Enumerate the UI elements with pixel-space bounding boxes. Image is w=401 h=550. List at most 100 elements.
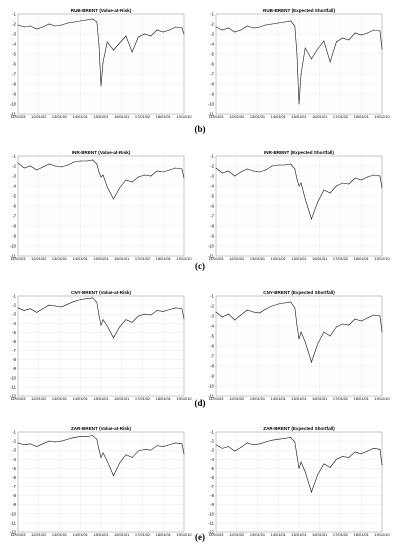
data-point [294, 307, 296, 309]
data-point [73, 161, 75, 163]
y-tick-label: -8 [210, 82, 214, 87]
panel-label: (c) [195, 261, 205, 271]
data-point [175, 307, 177, 309]
data-point [106, 41, 108, 43]
data-point [234, 450, 236, 452]
plot-frame [215, 155, 383, 257]
data-point [162, 311, 164, 312]
data-point [79, 436, 81, 437]
data-point [228, 313, 229, 315]
x-tick-label: 18/01/01 [156, 396, 171, 401]
data-point [284, 438, 285, 439]
x-tick-label: 11/01/03 [11, 256, 26, 261]
data-point [96, 302, 98, 303]
y-tick-label: -3 [210, 174, 214, 179]
x-tick-label: 11/01/03 [209, 532, 224, 537]
data-point [240, 314, 242, 316]
x-tick-label: 19/12/10 [176, 114, 192, 119]
data-point [138, 450, 139, 452]
y-tick-label: -11 [208, 520, 214, 525]
data-point [92, 297, 94, 299]
data-point [246, 25, 248, 27]
x-tick-label: 19/12/10 [374, 532, 390, 537]
y-tick-label: -6 [210, 204, 214, 209]
data-point [329, 467, 331, 468]
data-point [67, 438, 69, 440]
y-tick-label: -12 [10, 530, 17, 535]
data-point [42, 166, 44, 168]
data-point [240, 171, 242, 173]
data-point [79, 20, 81, 22]
data-point [323, 331, 325, 333]
data-point [265, 24, 267, 26]
y-tick-label: -10 [10, 511, 17, 516]
data-point [162, 171, 164, 173]
data-point [373, 314, 375, 316]
data-point [23, 167, 25, 169]
data-point [138, 176, 139, 178]
data-point [48, 304, 50, 306]
data-point [144, 174, 145, 176]
data-point [48, 163, 50, 165]
data-point [234, 31, 236, 33]
data-point [106, 325, 108, 327]
x-tick-label: 19/12/10 [374, 256, 390, 261]
data-point [360, 453, 362, 455]
y-tick-label: -7 [12, 348, 16, 353]
data-point [156, 170, 158, 172]
data-point [246, 442, 248, 444]
data-point [323, 463, 325, 465]
data-point [73, 301, 75, 302]
y-tick-label: -2 [12, 303, 16, 308]
data-point [17, 24, 19, 26]
data-point [221, 316, 223, 318]
x-tick-label: 12/01/02 [31, 532, 46, 537]
data-point [150, 175, 152, 177]
x-tick-label: 11/01/03 [11, 396, 26, 401]
x-tick-label: 12/01/02 [31, 114, 46, 119]
data-point [113, 49, 114, 51]
data-point [234, 319, 236, 321]
data-point [259, 443, 260, 445]
data-point [119, 187, 121, 189]
y-tick-label: -9 [210, 502, 214, 507]
y-tick-label: -3 [12, 312, 16, 317]
data-point [92, 18, 94, 20]
y-tick-label: -3 [210, 314, 214, 319]
data-point [181, 27, 183, 29]
x-tick-label: 17/01/02 [333, 396, 348, 401]
x-tick-label: 12/01/02 [31, 396, 46, 401]
x-tick-label: 15/01/01 [291, 256, 306, 261]
x-tick-label: 17/01/02 [135, 114, 150, 119]
y-tick-label: -2 [210, 439, 214, 444]
data-point [30, 443, 31, 445]
chart-panel: ZAR-BRENT (Expected Shortfall) -1 -2 -3 -4 -5… [208, 426, 390, 537]
data-point [169, 444, 170, 446]
data-point [86, 19, 87, 21]
y-tick-label: -2 [210, 22, 214, 27]
plot-frame [215, 431, 383, 533]
x-tick-label: 15/01/01 [93, 396, 108, 401]
chart-panel: CNY-BRENT (Expected Shortfall) -1 -2 -3 -4 -5… [208, 290, 390, 401]
data-point [300, 461, 302, 463]
y-tick-label: -1 [12, 430, 16, 435]
y-tick-label: -4 [210, 184, 214, 189]
x-tick-label: 13/01/01 [52, 114, 67, 119]
y-tick-label: -9 [210, 234, 214, 239]
x-tick-label: 14/01/01 [271, 114, 286, 119]
data-point [181, 443, 183, 445]
x-tick-label: 12/01/02 [229, 532, 244, 537]
data-point [150, 314, 152, 316]
data-point [379, 30, 381, 32]
y-tick-label: -3 [12, 174, 16, 179]
data-point [144, 448, 145, 450]
data-point [348, 183, 350, 185]
data-point [96, 163, 98, 165]
data-point [138, 36, 139, 38]
data-point [296, 178, 298, 180]
x-tick-label: 11/01/03 [209, 396, 224, 401]
x-tick-label: 16/01/01 [114, 114, 129, 119]
data-point [290, 301, 292, 303]
y-tick-label: -7 [12, 214, 16, 219]
chart-title: ZAR-BRENT (Expected Shortfall) [263, 426, 335, 431]
